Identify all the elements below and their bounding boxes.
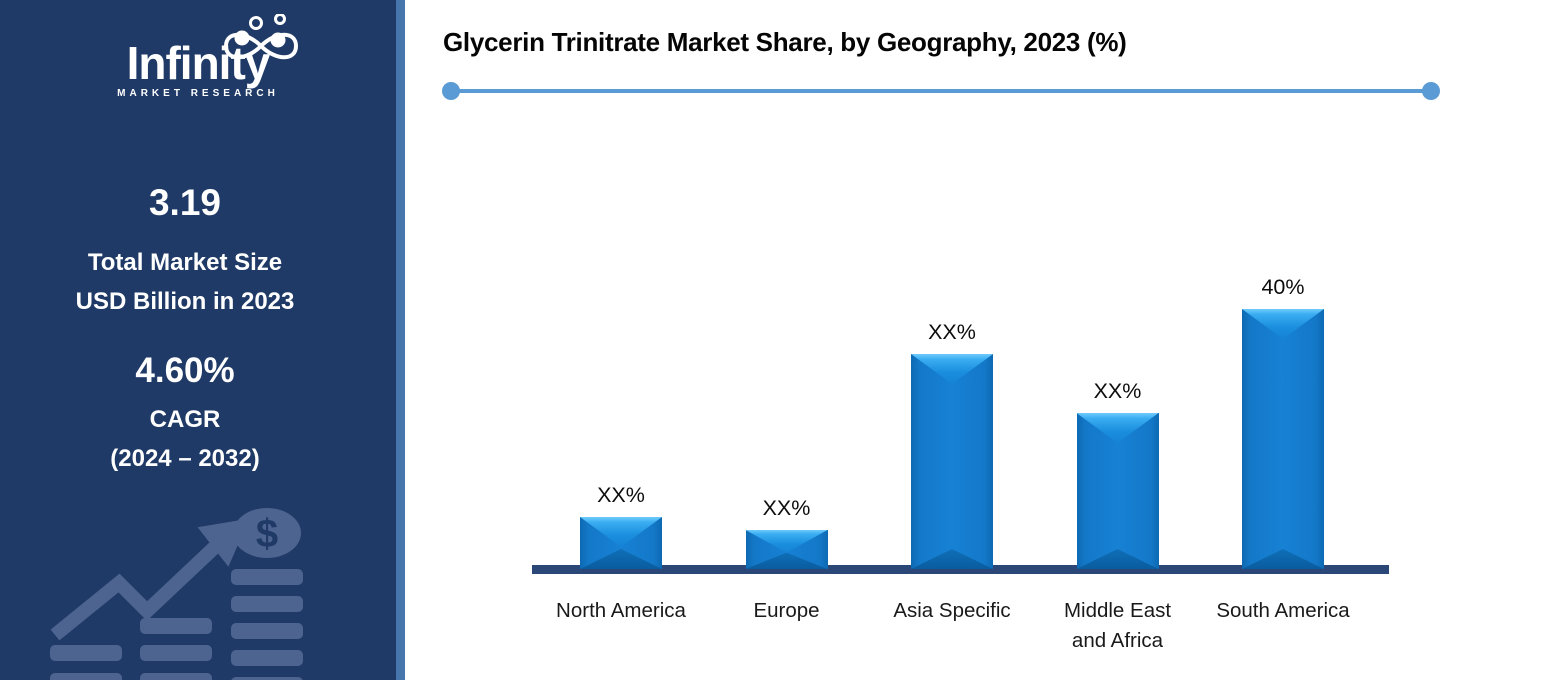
market-size-value: 3.19 (148, 182, 221, 223)
bar-south-america (1242, 309, 1324, 569)
bar-asia-specific (911, 354, 993, 569)
value-label-south-america: 40% (1261, 275, 1305, 299)
divider-right-dot (1422, 82, 1440, 100)
svg-text:$: $ (256, 512, 278, 556)
cagr-period: (2024 – 2032) (110, 445, 260, 472)
chart-title: Glycerin Trinitrate Market Share, by Geo… (443, 27, 1127, 57)
growth-chart-icon: $ (50, 508, 303, 680)
category-label-europe: Europe (753, 599, 820, 622)
value-label-middle-east-and-africa: XX% (1093, 379, 1142, 403)
brand-logo: Infinity MARKET RESEARCH (0, 12, 396, 99)
sidebar-accent-strip (396, 0, 405, 680)
bar-north-america (580, 517, 662, 569)
x-axis-line (532, 565, 1389, 574)
bar-europe (745, 530, 828, 569)
cagr-stat: 4.60% CAGR (2024 – 2032) (0, 351, 370, 478)
value-label-asia-specific: XX% (928, 320, 976, 344)
brand-name: Infinity (126, 37, 271, 89)
cagr-value: 4.60% (135, 351, 235, 390)
market-size-label-line2: USD Billion in 2023 (75, 288, 295, 315)
market-size-label-line1: Total Market Size (87, 249, 283, 276)
bar-middle-east-and-africa (1076, 413, 1159, 569)
value-label-north-america: XX% (597, 483, 645, 507)
cagr-label: CAGR (149, 406, 221, 433)
value-label-europe: XX% (762, 496, 811, 520)
sidebar: Infinity MARKET RESEARCH 3.19 Total Mark… (0, 0, 396, 680)
market-size-stat: 3.19 Total Market Size USD Billion in 20… (0, 183, 370, 321)
category-label-south-america: South America (1216, 599, 1350, 622)
infinity-loop-icon (223, 14, 299, 60)
title-divider-line (451, 89, 1431, 93)
category-label-middle-east-and-africa: Middle East and Africa (1063, 599, 1172, 652)
brand-subtitle: MARKET RESEARCH (117, 88, 279, 99)
category-label-north-america: North America (556, 599, 686, 622)
category-label-asia-specific: Asia Specific (893, 599, 1011, 622)
